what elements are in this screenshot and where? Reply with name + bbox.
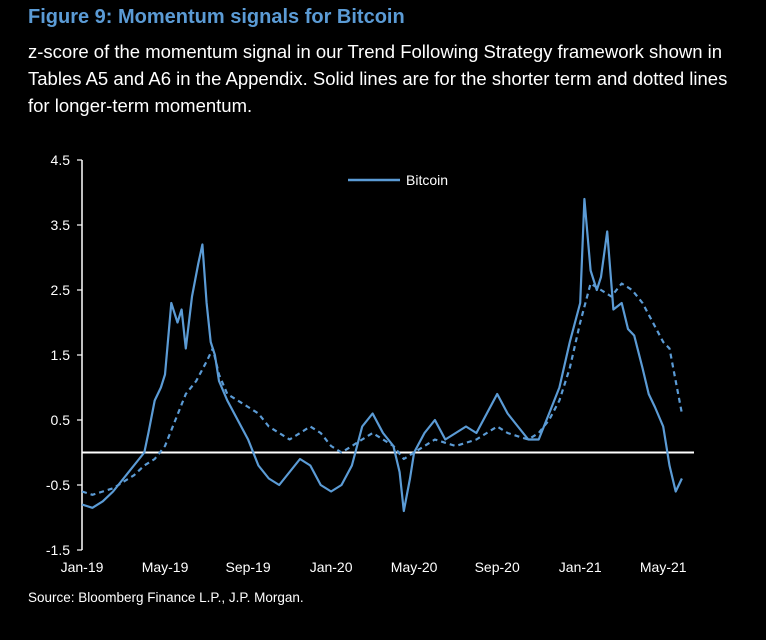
figure-subtitle: z-score of the momentum signal in our Tr… xyxy=(28,41,728,116)
x-axis: Jan-19 May-19 Sep-19 Jan-20 May-20 Sep-20 Jan-… xyxy=(61,451,694,575)
y-tick-label: -0.5 xyxy=(46,477,70,493)
x-tick-label: Jan-19 xyxy=(61,559,104,575)
y-axis: 4.5 3.5 2.5 1.5 0.5 -0.5 -1.5 xyxy=(46,152,83,558)
legend-label: Bitcoin xyxy=(406,172,448,188)
series-line-solid xyxy=(81,197,683,513)
y-tick-label: 2.5 xyxy=(51,282,71,298)
y-tick-label: 3.5 xyxy=(51,217,71,233)
y-tick-label: -1.5 xyxy=(46,542,70,558)
x-tick-label: Jan-21 xyxy=(559,559,602,575)
figure-source: Source: Bloomberg Finance L.P., J.P. Mor… xyxy=(28,590,304,605)
y-tick-label: 4.5 xyxy=(51,152,71,168)
chart-legend: Bitcoin xyxy=(348,172,448,188)
series-layer xyxy=(81,197,683,513)
y-tick-label: 0.5 xyxy=(51,412,71,428)
series-line-dotted xyxy=(81,282,683,496)
figure-title: Figure 9: Momentum signals for Bitcoin xyxy=(28,6,405,28)
x-tick-label: May-19 xyxy=(142,559,189,575)
y-tick-label: 1.5 xyxy=(51,347,71,363)
x-tick-label: May-20 xyxy=(391,559,438,575)
x-tick-label: Sep-20 xyxy=(475,559,520,575)
x-tick-label: Sep-19 xyxy=(225,559,270,575)
x-tick-label: May-21 xyxy=(640,559,687,575)
x-tick-label: Jan-20 xyxy=(310,559,353,575)
